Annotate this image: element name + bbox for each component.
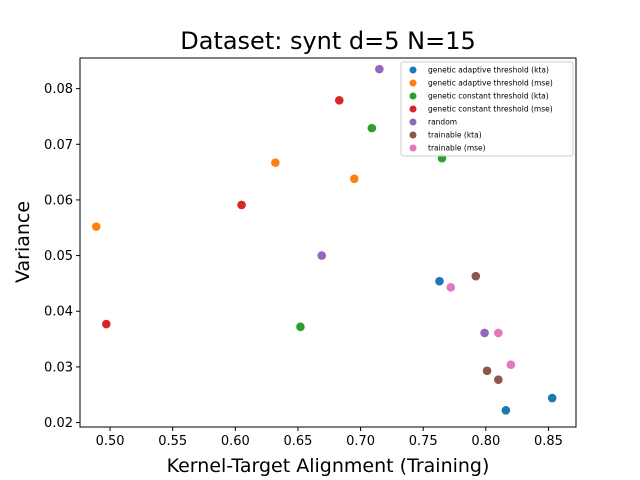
legend-marker	[409, 144, 417, 152]
x-tick-label: 0.60	[221, 434, 250, 449]
data-point	[501, 406, 511, 415]
data-point	[317, 251, 327, 260]
legend-label: trainable (kta)	[428, 131, 482, 140]
legend-label: genetic constant threshold (mse)	[428, 105, 553, 114]
y-tick-label: 0.05	[44, 249, 73, 264]
legend-label: trainable (mse)	[428, 144, 486, 153]
data-point	[102, 319, 111, 329]
y-tick-label: 0.07	[44, 138, 73, 153]
y-axis-label: Variance	[12, 201, 34, 283]
x-tick-label: 0.85	[534, 434, 563, 449]
data-point	[296, 322, 305, 332]
data-point	[482, 366, 492, 376]
x-tick-label: 0.70	[346, 434, 375, 449]
data-point	[480, 328, 489, 338]
legend-label: genetic adaptive threshold (mse)	[428, 79, 553, 88]
legend-marker	[409, 92, 417, 100]
data-point	[91, 222, 101, 231]
legend-marker	[409, 105, 417, 113]
legend: genetic adaptive threshold (kta) genetic …	[400, 61, 574, 157]
plot-frame	[79, 57, 577, 428]
legend-marker	[409, 118, 417, 126]
y-tick-label: 0.03	[44, 360, 73, 375]
y-tick-label: 0.08	[44, 82, 73, 97]
data-point	[494, 328, 503, 338]
axis-ticks: 0.50 0.55 0.60 0.65 0.70 0.75 0.80 0.85 0.02 0.03…	[44, 82, 563, 449]
legend-marker	[409, 131, 417, 139]
x-tick-label: 0.50	[96, 434, 125, 449]
data-point	[446, 283, 456, 292]
legend-box	[400, 61, 574, 157]
x-axis-label: Kernel-Target Alignment (Training)	[167, 455, 490, 477]
legend-label: genetic constant threshold (kta)	[428, 92, 549, 101]
data-point	[350, 174, 359, 184]
legend-label: random	[428, 118, 457, 127]
data-point	[237, 200, 246, 210]
x-tick-label: 0.75	[409, 434, 438, 449]
x-tick-label: 0.55	[158, 434, 187, 449]
data-point	[494, 375, 503, 384]
x-tick-label: 0.65	[283, 434, 312, 449]
data-point	[375, 64, 384, 74]
data-point	[506, 360, 516, 369]
y-tick-label: 0.02	[44, 416, 73, 431]
x-tick-label: 0.80	[471, 434, 500, 449]
legend-marker	[409, 66, 417, 74]
data-point	[471, 271, 481, 281]
data-point	[435, 276, 444, 286]
data-point	[547, 393, 557, 403]
legend-label: genetic adaptive threshold (kta)	[428, 66, 549, 75]
data-point	[367, 123, 377, 133]
data-point	[271, 158, 280, 167]
y-tick-label: 0.06	[44, 193, 73, 208]
legend-marker	[409, 79, 417, 87]
chart-title: Dataset: synt d=5 N=15	[180, 27, 476, 55]
data-point	[334, 95, 344, 105]
plot-area	[79, 57, 577, 428]
y-tick-label: 0.04	[44, 305, 73, 320]
